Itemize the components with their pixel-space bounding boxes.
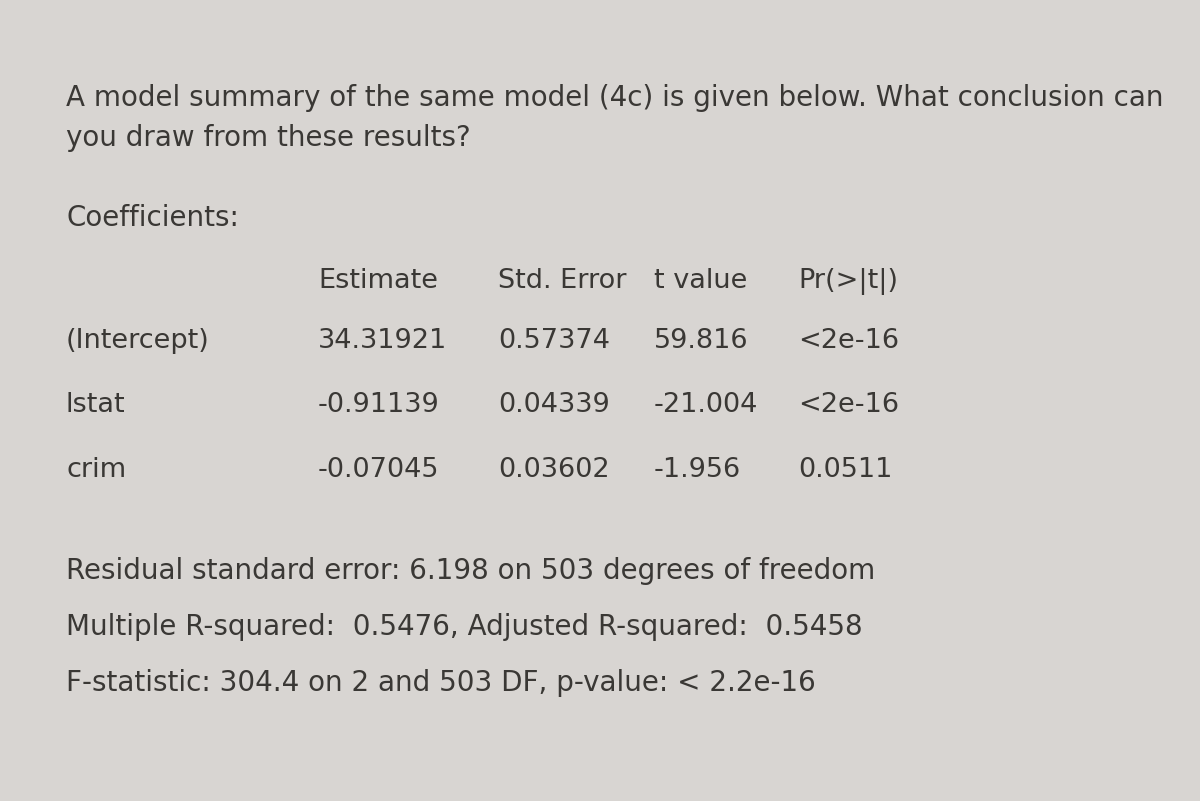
Text: (Intercept): (Intercept) <box>66 328 210 354</box>
Text: -0.07045: -0.07045 <box>318 457 439 482</box>
Text: 0.03602: 0.03602 <box>498 457 610 482</box>
Text: 59.816: 59.816 <box>654 328 749 354</box>
Text: t value: t value <box>654 268 748 294</box>
Text: Estimate: Estimate <box>318 268 438 294</box>
Text: A model summary of the same model (4c) is given below. What conclusion can: A model summary of the same model (4c) i… <box>66 84 1164 112</box>
Text: crim: crim <box>66 457 126 482</box>
Text: Std. Error: Std. Error <box>498 268 626 294</box>
Text: <2e-16: <2e-16 <box>798 392 899 418</box>
Text: Pr(>|t|): Pr(>|t|) <box>798 268 898 296</box>
Text: 0.57374: 0.57374 <box>498 328 610 354</box>
Text: -21.004: -21.004 <box>654 392 758 418</box>
Text: 0.0511: 0.0511 <box>798 457 893 482</box>
Text: 34.31921: 34.31921 <box>318 328 448 354</box>
Text: -1.956: -1.956 <box>654 457 742 482</box>
Text: <2e-16: <2e-16 <box>798 328 899 354</box>
Text: F-statistic: 304.4 on 2 and 503 DF, p-value: < 2.2e-16: F-statistic: 304.4 on 2 and 503 DF, p-va… <box>66 669 816 697</box>
Text: Multiple R-squared:  0.5476, Adjusted R-squared:  0.5458: Multiple R-squared: 0.5476, Adjusted R-s… <box>66 613 863 641</box>
Text: lstat: lstat <box>66 392 126 418</box>
Text: you draw from these results?: you draw from these results? <box>66 124 470 152</box>
Text: 0.04339: 0.04339 <box>498 392 610 418</box>
Text: Coefficients:: Coefficients: <box>66 204 239 232</box>
Text: Residual standard error: 6.198 on 503 degrees of freedom: Residual standard error: 6.198 on 503 de… <box>66 557 875 585</box>
Text: -0.91139: -0.91139 <box>318 392 439 418</box>
